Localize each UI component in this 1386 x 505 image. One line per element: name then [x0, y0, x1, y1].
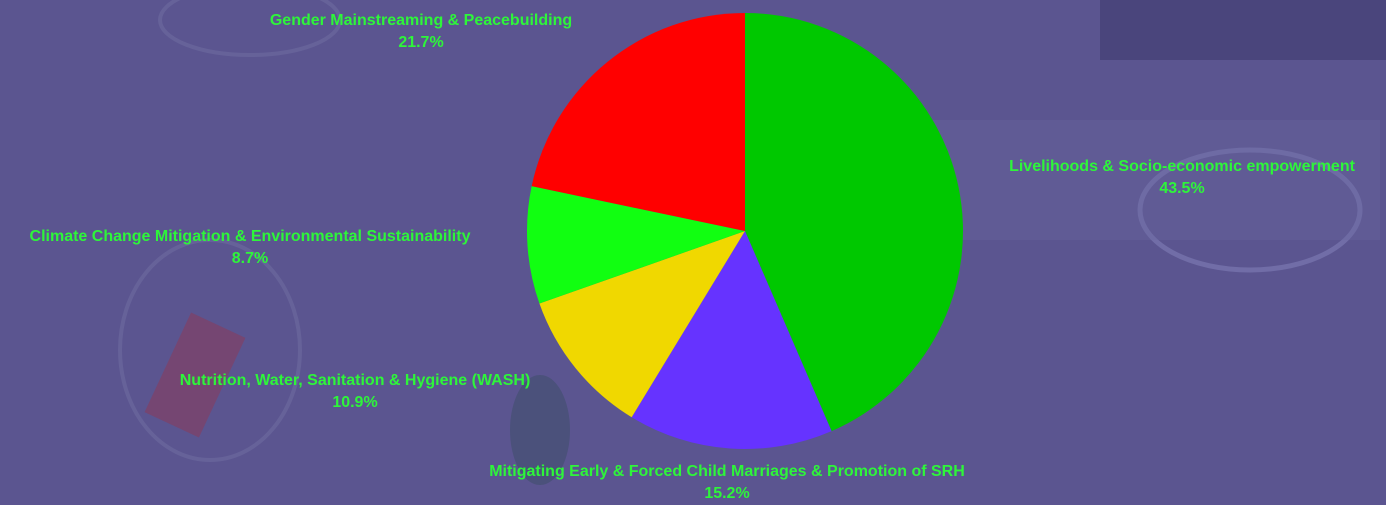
- slice-value-label: 15.2%: [704, 485, 750, 502]
- pie-slice-3: [527, 186, 745, 304]
- slice-label-text: Mitigating Early & Forced Child Marriage…: [489, 463, 965, 480]
- slice-label-climate: Climate Change Mitigation & Environmenta…: [0, 226, 500, 270]
- slice-value-label: 10.9%: [332, 394, 378, 411]
- slice-label-text: Nutrition, Water, Sanitation & Hygiene (…: [179, 372, 531, 389]
- slice-label-wash: Nutrition, Water, Sanitation & Hygiene (…: [130, 370, 580, 414]
- pie-slice-4: [531, 13, 745, 231]
- slice-label-gender: Gender Mainstreaming & Peacebuilding 21.…: [221, 10, 621, 54]
- slice-label-text: Climate Change Mitigation & Environmenta…: [29, 228, 471, 245]
- slice-value-label: 21.7%: [398, 34, 444, 51]
- slice-label-livelihoods: Livelihoods & Socio-economic empowerment…: [982, 156, 1382, 200]
- slice-label-child-marriage: Mitigating Early & Forced Child Marriage…: [427, 461, 1027, 505]
- slice-label-text: Gender Mainstreaming & Peacebuilding: [269, 12, 573, 29]
- pie-slice-1: [631, 231, 832, 449]
- pie-slice-0: [745, 13, 963, 432]
- slice-label-text: Livelihoods & Socio-economic empowerment: [1009, 158, 1355, 175]
- slice-value-label: 8.7%: [231, 250, 269, 267]
- slice-value-label: 43.5%: [1159, 180, 1205, 197]
- pie-slice-2: [539, 231, 745, 418]
